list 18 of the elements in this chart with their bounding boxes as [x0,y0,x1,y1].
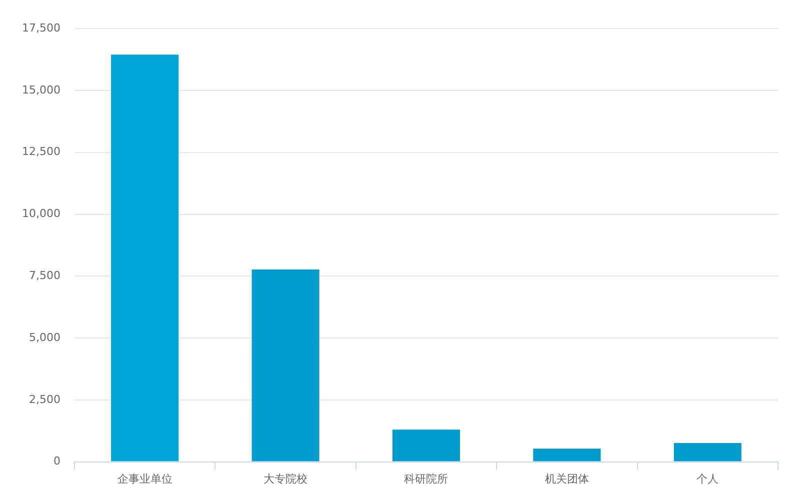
y-tick-label: 0 [53,454,60,468]
bar [392,430,460,462]
x-tick-label: 机关团体 [544,472,589,486]
y-tick-label: 5,000 [28,330,60,344]
y-tick-label: 7,500 [28,269,60,282]
bar [111,54,179,462]
y-tick-label: 17,500 [22,21,60,34]
y-tick-label: 12,500 [22,145,60,158]
x-tick-label: 企事业单位 [117,472,172,486]
x-tick-label: 个人 [696,472,719,486]
bar [252,269,320,462]
y-tick-label: 10,000 [22,207,60,220]
y-tick-label: 15,000 [22,83,60,96]
bar [533,448,601,462]
y-tick-label: 2,500 [28,392,60,406]
x-tick-label: 大专院校 [264,472,308,486]
x-tick-label: 科研院所 [404,472,448,486]
bar [674,442,742,462]
